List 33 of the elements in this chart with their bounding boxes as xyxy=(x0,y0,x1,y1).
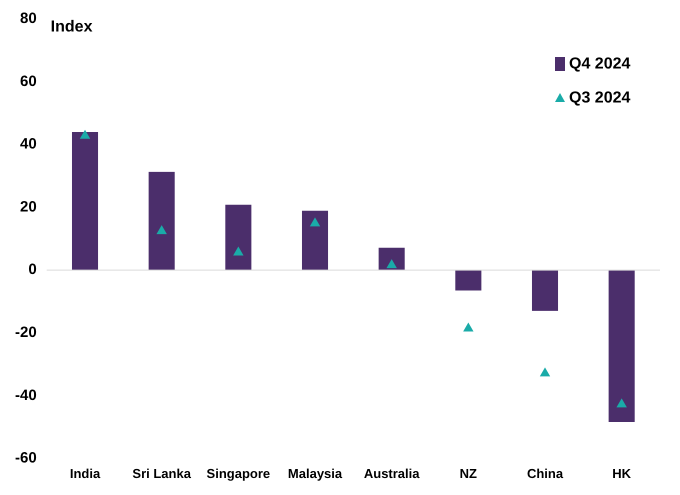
bar xyxy=(608,270,635,422)
y-tick-label: 60 xyxy=(20,72,37,90)
bar xyxy=(148,172,175,270)
x-tick-label: Sri Lanka xyxy=(132,466,192,481)
point xyxy=(80,130,90,139)
y-tick-label: 0 xyxy=(28,261,37,278)
point xyxy=(464,322,474,332)
x-tick-label: Australia xyxy=(364,466,420,481)
y-tick-label: 80 xyxy=(20,10,37,28)
x-tick-label: Malaysia xyxy=(288,466,343,481)
x-tick-label: India xyxy=(70,466,101,481)
bar xyxy=(455,270,482,290)
bar xyxy=(302,210,328,270)
point xyxy=(540,368,550,376)
y-tick-label: -20 xyxy=(14,324,37,341)
bar xyxy=(72,132,98,270)
x-tick-label: NZ xyxy=(460,466,478,481)
bar xyxy=(225,204,252,270)
point xyxy=(310,218,320,226)
x-tick-label: Singapore xyxy=(206,466,270,481)
y-tick-label: 20 xyxy=(20,198,37,216)
legend-label: Q4 2024 xyxy=(569,55,630,72)
x-tick-label: China xyxy=(526,466,564,481)
bar xyxy=(532,270,558,311)
point xyxy=(234,247,244,256)
y-axis-title: Index xyxy=(50,18,93,36)
point xyxy=(156,226,167,234)
legend-label: Q3 2024 xyxy=(569,89,630,106)
point xyxy=(616,398,626,408)
x-tick-label: HK xyxy=(612,466,632,481)
y-tick-label: 40 xyxy=(20,136,37,153)
y-tick-label: -60 xyxy=(14,450,37,467)
y-tick-label: -40 xyxy=(14,386,37,404)
